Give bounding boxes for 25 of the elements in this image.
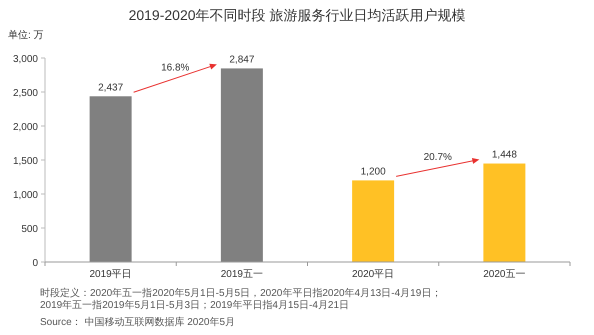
chart-title: 2019-2020年不同时段 旅游服务行业日均活跃用户规模 <box>128 7 466 23</box>
x-tick-label: 2020五一 <box>483 269 526 280</box>
source-note: Source： 中国移动互联网数据库 2020年5月 <box>40 316 236 328</box>
data-label: 1,200 <box>360 166 386 178</box>
bar <box>220 68 263 262</box>
y-tick-label: 2,500 <box>12 88 38 99</box>
text: 时段定义：2020年五一指2020年5月1日-5月5日，2020年平日指2020年4月13日-4月19日； 2019年五一指2019年5月1日-5月3日；2019年平日指4月15日-4月21日 <box>40 287 442 311</box>
y-tick-label: 1,000 <box>12 190 38 201</box>
y-axis-title: 单位: 万 <box>8 29 44 41</box>
bar <box>352 180 394 262</box>
y-tick-label: 1,500 <box>12 156 38 167</box>
x-tick-label: 2019平日 <box>90 269 132 280</box>
data-label: 2,847 <box>229 54 255 66</box>
x-tick-label: 2020平日 <box>352 269 394 280</box>
annotation: 20.7% <box>424 152 452 163</box>
y-tick-label: 2,000 <box>12 122 38 133</box>
y-tick-label: 500 <box>21 224 38 235</box>
x-tick-label: 2019五一 <box>220 269 263 280</box>
y-tick-label: 0 <box>32 258 38 269</box>
bar <box>483 164 526 262</box>
data-label: 1,448 <box>492 150 518 161</box>
y-tick-label: 3,000 <box>12 54 38 65</box>
data-label: 2,437 <box>98 82 124 94</box>
annotation: 16.8% <box>161 62 190 74</box>
bar <box>90 96 132 262</box>
